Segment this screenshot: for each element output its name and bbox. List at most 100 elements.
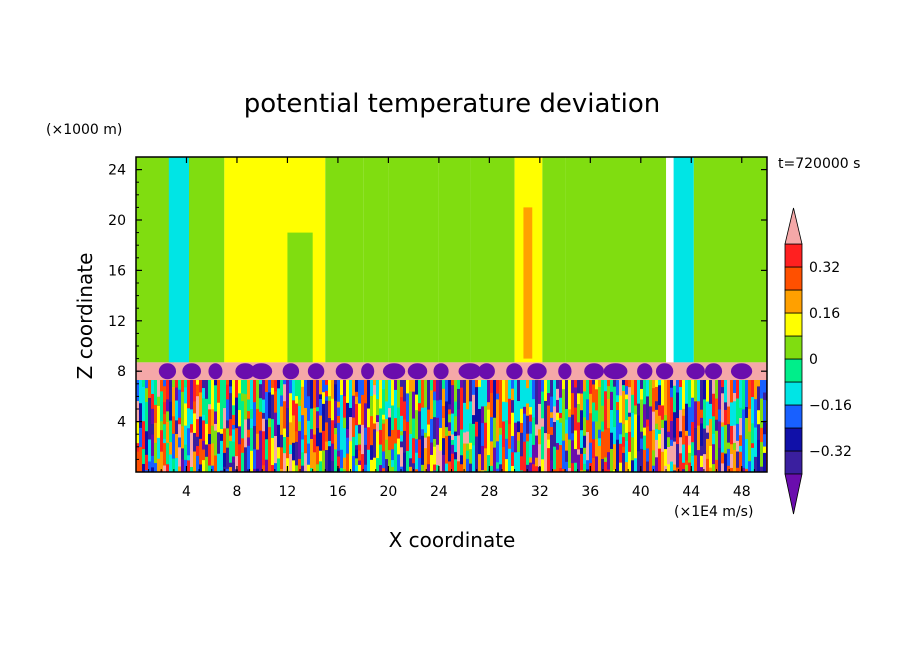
turbulence-cell xyxy=(208,404,212,410)
turbulence-cell xyxy=(565,380,569,410)
turbulence-cell xyxy=(481,380,485,407)
turbulence-cell xyxy=(322,468,326,472)
turbulence-cell xyxy=(730,444,734,455)
turbulence-cell xyxy=(556,420,560,444)
turbulence-cell xyxy=(157,433,161,439)
turbulence-cell xyxy=(247,429,251,438)
turbulence-cell xyxy=(421,464,425,472)
turbulence-cell xyxy=(136,401,140,422)
turbulence-cell xyxy=(526,464,530,472)
turbulence-cell xyxy=(733,418,737,427)
turbulence-cell xyxy=(727,424,731,444)
turbulence-cell xyxy=(529,462,533,472)
turbulence-cell xyxy=(142,386,146,411)
turbulence-cell xyxy=(328,446,332,472)
turbulence-cell xyxy=(331,398,335,421)
turbulence-cell xyxy=(544,458,548,472)
turbulence-cell xyxy=(676,392,680,419)
turbulence-cell xyxy=(541,380,545,393)
plume xyxy=(433,363,449,380)
turbulence-cell xyxy=(559,445,563,469)
turbulence-cell xyxy=(754,427,758,458)
turbulence-cell xyxy=(151,467,155,472)
turbulence-cell xyxy=(373,457,377,472)
turbulence-cell xyxy=(634,453,638,459)
turbulence-cell xyxy=(517,380,521,402)
turbulence-cell xyxy=(595,380,599,390)
turbulence-cell xyxy=(616,380,620,396)
turbulence-cell xyxy=(547,405,551,435)
turbulence-cell xyxy=(466,458,470,472)
x-tick-label: 16 xyxy=(329,484,347,500)
turbulence-cell xyxy=(172,433,176,460)
turbulence-cell xyxy=(682,462,686,470)
turbulence-cell xyxy=(535,466,539,472)
turbulence-cell xyxy=(289,444,293,455)
turbulence-cell xyxy=(622,446,626,454)
turbulence-cell xyxy=(415,380,419,396)
turbulence-cell xyxy=(259,430,263,450)
turbulence-cell xyxy=(637,462,641,472)
value-band xyxy=(693,157,767,363)
turbulence-cell xyxy=(643,427,647,437)
turbulence-cell xyxy=(583,447,587,455)
turbulence-cell xyxy=(559,397,563,414)
turbulence-cell xyxy=(667,380,671,403)
turbulence-cell xyxy=(577,404,581,423)
turbulence-cell xyxy=(430,454,434,472)
turbulence-cell xyxy=(172,416,176,435)
turbulence-cell xyxy=(709,380,713,405)
turbulence-cell xyxy=(568,417,572,441)
turbulence-cell xyxy=(307,390,311,397)
turbulence-cell xyxy=(736,440,740,453)
turbulence-cell xyxy=(382,451,386,469)
turbulence-cell xyxy=(418,458,422,472)
turbulence-cell xyxy=(616,439,620,470)
turbulence-cell xyxy=(268,418,272,428)
turbulence-cell xyxy=(655,409,659,425)
plume xyxy=(655,363,674,380)
turbulence-cell xyxy=(265,419,269,440)
turbulence-cell xyxy=(247,411,251,420)
turbulence-cell xyxy=(433,464,437,472)
turbulence-cell xyxy=(721,387,725,394)
turbulence-cell xyxy=(304,408,308,436)
turbulence-cell xyxy=(184,444,188,461)
turbulence-cell xyxy=(232,380,236,406)
turbulence-cell xyxy=(574,449,578,464)
turbulence-cell xyxy=(166,411,170,423)
turbulence-cell xyxy=(379,408,383,431)
turbulence-cell xyxy=(376,380,380,400)
turbulence-cell xyxy=(556,443,560,451)
turbulence-cell xyxy=(637,433,641,452)
turbulence-cell xyxy=(424,380,428,409)
turbulence-cell xyxy=(355,449,359,459)
turbulence-cell xyxy=(451,444,455,455)
turbulence-cell xyxy=(553,406,557,423)
turbulence-cell xyxy=(592,439,596,459)
turbulence-cell xyxy=(502,446,506,472)
turbulence-cell xyxy=(556,412,560,421)
turbulence-cell xyxy=(631,394,635,414)
turbulence-cell xyxy=(613,386,617,411)
turbulence-cell xyxy=(739,418,743,436)
turbulence-cell xyxy=(709,445,713,469)
turbulence-cell xyxy=(676,457,680,469)
turbulence-cell xyxy=(217,453,221,472)
turbulence-cell xyxy=(454,459,458,472)
turbulence-cell xyxy=(214,423,218,432)
turbulence-cell xyxy=(361,454,365,472)
turbulence-cell xyxy=(526,380,530,389)
turbulence-cell xyxy=(712,380,716,395)
turbulence-cell xyxy=(175,420,179,428)
turbulence-cell xyxy=(496,393,500,400)
turbulence-cell xyxy=(298,430,302,460)
turbulence-cell xyxy=(277,397,281,426)
turbulence-cell xyxy=(346,402,350,430)
turbulence-cell xyxy=(574,387,578,409)
turbulence-cell xyxy=(520,422,524,434)
turbulence-cell xyxy=(445,436,449,465)
turbulence-cell xyxy=(175,400,179,421)
turbulence-cell xyxy=(409,380,413,393)
turbulence-cell xyxy=(406,421,410,452)
